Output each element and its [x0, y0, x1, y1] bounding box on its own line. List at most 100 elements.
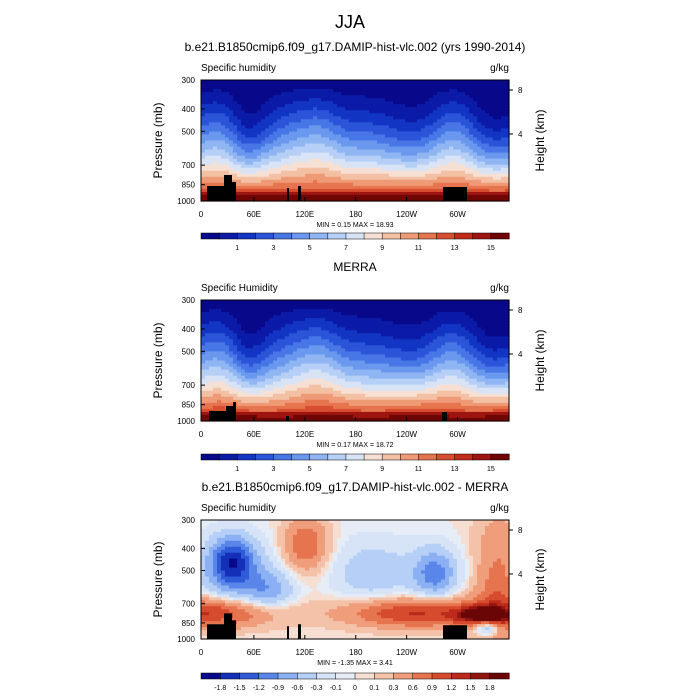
- field-cell: [201, 113, 206, 117]
- field-cell: [233, 336, 238, 340]
- field-cell: [293, 89, 298, 93]
- field-cell: [397, 101, 402, 105]
- field-cell: [481, 149, 486, 154]
- field-cell: [389, 86, 394, 90]
- field-cell: [241, 92, 246, 96]
- field-cell: [401, 95, 406, 99]
- field-cell: [353, 363, 358, 368]
- field-cell: [425, 354, 430, 359]
- field-cell: [433, 122, 438, 126]
- field-cell: [281, 300, 286, 304]
- field-cell: [333, 104, 338, 108]
- field-cell: [429, 83, 434, 87]
- field-cell: [441, 366, 446, 371]
- field-cell: [421, 98, 426, 102]
- field-cell: [481, 312, 486, 316]
- field-cell: [393, 339, 398, 343]
- field-cell: [461, 182, 466, 187]
- field-cell: [217, 336, 222, 340]
- field-cell: [233, 351, 238, 356]
- field-cell: [477, 167, 482, 172]
- field-cell: [473, 354, 478, 359]
- field-cell: [281, 83, 286, 87]
- field-cell: [385, 170, 390, 175]
- field-cell: [373, 327, 378, 331]
- field-cell: [421, 191, 426, 196]
- field-cell: [257, 366, 262, 371]
- field-cell: [273, 146, 278, 151]
- field-cell: [277, 312, 282, 316]
- figure-title: JJA: [334, 12, 365, 32]
- field-cell: [241, 354, 246, 359]
- field-cell: [325, 152, 330, 157]
- field-cell: [409, 339, 414, 343]
- field-cell: [329, 188, 334, 193]
- field-cell: [229, 306, 234, 310]
- field-cell: [417, 80, 422, 84]
- field-cell: [265, 342, 270, 346]
- field-cell: [265, 363, 270, 368]
- field-cell: [429, 110, 434, 114]
- field-cell: [377, 122, 382, 126]
- field-cell: [445, 86, 450, 90]
- field-cell: [485, 104, 490, 108]
- field-cell: [385, 369, 390, 374]
- field-cell: [293, 83, 298, 87]
- field-cell: [437, 161, 442, 166]
- field-cell: [349, 149, 354, 154]
- field-cell: [301, 152, 306, 157]
- field-cell: [265, 303, 270, 307]
- field-cell: [293, 119, 298, 123]
- field-cell: [341, 309, 346, 313]
- field-cell: [377, 155, 382, 160]
- panel-units-label: g/kg: [490, 283, 509, 294]
- field-cell: [309, 339, 314, 343]
- field-cell: [433, 318, 438, 322]
- field-cell: [361, 188, 366, 193]
- field-cell: [449, 167, 454, 172]
- field-cell: [385, 131, 390, 136]
- field-cell: [405, 327, 410, 331]
- field-cell: [305, 149, 310, 154]
- y-tick-label: 400: [182, 105, 196, 114]
- field-cell: [245, 363, 250, 368]
- field-cell: [329, 122, 334, 126]
- field-cell: [309, 357, 314, 362]
- field-cell: [389, 191, 394, 196]
- field-cell: [269, 366, 274, 371]
- field-cell: [305, 146, 310, 151]
- field-cell: [201, 137, 206, 142]
- field-cell: [389, 312, 394, 316]
- field-cell: [245, 104, 250, 108]
- field-cell: [209, 89, 214, 93]
- field-cell: [301, 363, 306, 368]
- field-cell: [365, 164, 370, 169]
- field-cell: [305, 188, 310, 193]
- field-cell: [325, 89, 330, 93]
- field-cell: [337, 170, 342, 175]
- field-cell: [401, 80, 406, 84]
- field-cell: [461, 92, 466, 96]
- field-cell: [229, 369, 234, 374]
- field-cell: [441, 125, 446, 130]
- field-cell: [285, 176, 290, 181]
- field-cell: [345, 360, 350, 365]
- field-cell: [253, 321, 258, 325]
- field-cell: [369, 152, 374, 157]
- field-cell: [309, 92, 314, 96]
- field-cell: [345, 336, 350, 340]
- field-cell: [437, 83, 442, 87]
- field-cell: [249, 128, 254, 133]
- field-cell: [293, 149, 298, 154]
- field-cell: [397, 366, 402, 371]
- field-cell: [485, 86, 490, 90]
- field-cell: [253, 327, 258, 331]
- field-cell: [325, 119, 330, 123]
- field-cell: [341, 363, 346, 368]
- field-cell: [317, 333, 322, 337]
- field-cell: [453, 95, 458, 99]
- field-cell: [421, 113, 426, 117]
- field-cell: [481, 161, 486, 166]
- field-cell: [273, 119, 278, 123]
- field-cell: [385, 176, 390, 181]
